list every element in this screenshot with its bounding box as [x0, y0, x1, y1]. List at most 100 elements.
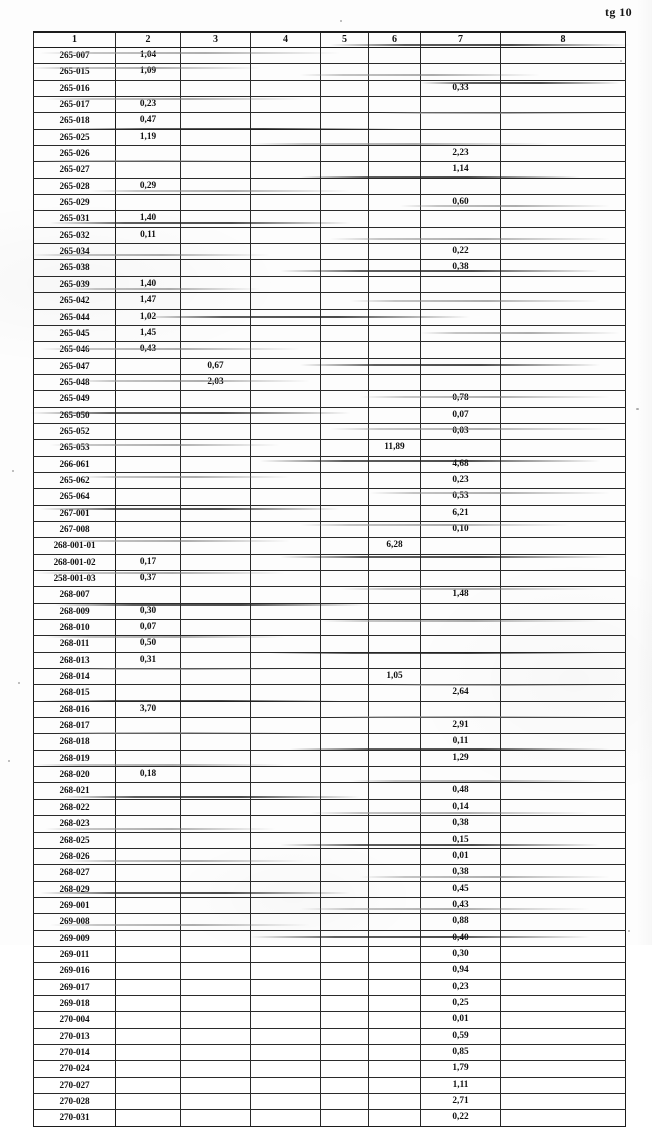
table-cell: [368, 929, 421, 947]
table-cell: [250, 161, 321, 179]
row-id-cell: 265-044: [33, 308, 116, 326]
table-cell: [250, 243, 321, 261]
table-cell: [420, 439, 501, 457]
row-id-cell: 265-015: [33, 63, 116, 81]
table-cell: [500, 128, 626, 147]
table-cell: [368, 324, 421, 343]
table-cell: [368, 308, 421, 326]
table-cell: [500, 259, 626, 277]
table-cell: [180, 1092, 251, 1111]
table-cell: [368, 390, 421, 408]
table-row: 265-029 0,60: [33, 194, 626, 212]
table-cell: [320, 145, 369, 163]
table-cell: [420, 308, 501, 326]
table-cell: [250, 406, 321, 424]
table-cell: 2,91: [420, 717, 501, 735]
table-cell: [250, 1011, 321, 1029]
table-cell: [180, 602, 251, 621]
table-cell: [115, 962, 181, 980]
table-cell: [180, 1043, 251, 1062]
table-cell: [115, 1109, 181, 1127]
table-cell: [368, 602, 421, 621]
table-cell: [320, 63, 369, 81]
table-cell: [420, 668, 501, 686]
table-cell: [180, 815, 251, 833]
table-cell: [180, 210, 251, 228]
table-cell: [500, 945, 626, 964]
table-cell: [500, 635, 626, 653]
table-cell: [368, 766, 421, 784]
row-id-cell: 268-020: [33, 766, 116, 784]
table-cell: [180, 1011, 251, 1029]
table-row: 266-061 4,68: [33, 455, 626, 473]
table-cell: [368, 504, 421, 522]
table-cell: 0,60: [420, 194, 501, 212]
table-cell: [500, 96, 626, 114]
table-cell: [180, 79, 251, 98]
table-cell: 0,38: [420, 864, 501, 882]
row-id-cell: 268-026: [33, 847, 116, 866]
row-id-cell: 265-007: [33, 46, 116, 65]
row-id-cell: 265-049: [33, 390, 116, 408]
table-cell: [320, 700, 369, 719]
table-cell: [368, 422, 421, 441]
row-id-cell: 265-016: [33, 79, 116, 98]
table-cell: [250, 553, 321, 572]
table-cell: 2,03: [180, 373, 251, 392]
table-cell: [250, 79, 321, 98]
table-cell: [500, 112, 626, 130]
table-cell: [420, 96, 501, 114]
table-cell: [368, 733, 421, 751]
table-cell: [250, 994, 321, 1013]
table-cell: [115, 1076, 181, 1095]
table-cell: [320, 1060, 369, 1078]
table-row: 268-023 0,38: [33, 815, 626, 833]
table-cell: [115, 684, 181, 702]
table-cell: 4,68: [420, 455, 501, 473]
table-cell: [320, 1109, 369, 1127]
table-row: 265-045 1,45: [33, 324, 626, 343]
table-cell: [115, 929, 181, 947]
table-cell: [320, 815, 369, 833]
row-id-cell: 266-061: [33, 455, 116, 473]
table-cell: [320, 847, 369, 866]
table-cell: [320, 880, 369, 898]
table-cell: [320, 602, 369, 621]
table-cell: [115, 520, 181, 539]
table-cell: [320, 864, 369, 882]
table-cell: 0,48: [420, 782, 501, 800]
table-cell: [500, 815, 626, 833]
column-header-1: 1: [33, 31, 116, 48]
table-cell: [368, 243, 421, 261]
table-cell: [115, 390, 181, 408]
table-cell: [180, 243, 251, 261]
table-row: 269-011 0,30: [33, 945, 626, 964]
table-cell: [320, 471, 369, 490]
row-id-cell: 265-017: [33, 96, 116, 114]
table-cell: 0,30: [420, 945, 501, 964]
table-cell: [320, 1043, 369, 1062]
row-id-cell: 265-032: [33, 226, 116, 245]
table-cell: [320, 651, 369, 670]
table-cell: [250, 422, 321, 441]
table-cell: [500, 962, 626, 980]
table-cell: [180, 341, 251, 359]
table-cell: [320, 831, 369, 849]
table-cell: [500, 422, 626, 441]
table-row: 265-028 0,29: [33, 177, 626, 196]
table-row: 265-032 0,11: [33, 226, 626, 245]
table-cell: 11,89: [368, 439, 421, 457]
table-cell: [320, 749, 369, 768]
table-cell: [180, 455, 251, 473]
table-cell: [180, 635, 251, 653]
row-id-cell: 269-011: [33, 945, 116, 964]
table-cell: 1,02: [115, 308, 181, 326]
data-table: 1 2 3 4 5 6 7 8 265-007 1,04 265-015 1,09 26…: [33, 31, 626, 1127]
table-cell: 1,45: [115, 324, 181, 343]
table-cell: [115, 896, 181, 915]
table-cell: [115, 733, 181, 751]
table-cell: [180, 847, 251, 866]
table-cell: [500, 978, 626, 996]
row-id-cell: 265-038: [33, 259, 116, 277]
table-cell: [320, 684, 369, 702]
